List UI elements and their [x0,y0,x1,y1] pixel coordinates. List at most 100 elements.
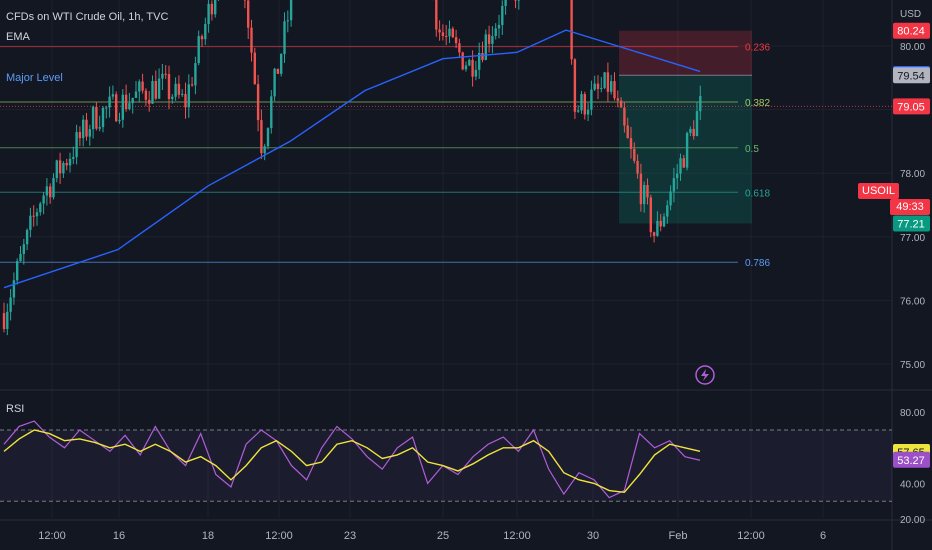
candle-body [200,36,204,40]
candle-body [646,185,649,198]
candle-body [461,52,464,70]
candle-body [9,297,12,312]
candle-body [471,59,474,77]
candle-body [141,81,144,91]
x-tick-label: 30 [587,530,599,542]
candle-body [266,128,270,147]
candle-body [197,36,200,64]
candle-body [35,212,39,217]
candles [2,0,702,336]
rsi-tick-label: 40.00 [900,479,925,490]
candle-body [501,6,504,25]
candle-body [32,215,35,217]
candle-body [247,0,250,28]
indicator-label[interactable]: EMA [6,31,30,43]
candle-body [487,34,491,44]
candle-body [577,110,580,112]
candle-body [692,128,695,137]
candle-body [134,91,138,98]
candle-body [484,34,487,60]
rsi-series [3,420,701,499]
candle-body [25,229,29,245]
candle-body [58,160,62,174]
candle-body [659,220,662,227]
rsi-ma-series [3,429,701,494]
candle-body [45,186,49,196]
level-label-0.5: 0.5 [745,144,759,155]
candle-body [610,81,613,92]
candle-body [593,83,596,90]
candle-body [600,87,603,89]
candle-body [666,205,669,217]
candle-body [649,197,652,233]
candle-body [494,28,497,37]
ema-series [3,29,701,289]
candle-body [6,311,9,330]
candle-body [468,59,471,66]
x-tick-label: 12:00 [265,530,293,542]
candle-body [445,36,448,38]
candle-body [164,73,167,75]
currency-label: USD [900,9,922,20]
candle-body [167,74,171,100]
level-label-0.382: 0.382 [745,98,770,109]
candle-body [273,68,276,97]
candle-body [689,128,692,133]
candle-body [214,0,217,15]
candle-body [157,78,161,99]
candle-body [586,109,590,115]
candle-body [464,65,468,70]
price-tag-box [893,22,930,39]
candle-body [91,106,95,130]
y-tick-label: 75.00 [900,360,925,371]
price-tag-label: 77.21 [897,218,925,230]
candle-body [194,63,197,86]
countdown-tag: 49:33 [890,199,930,215]
candle-body [283,21,286,55]
candle-body [207,3,210,25]
candle-body [626,125,629,139]
candle-body [121,94,124,120]
price-tag-box [893,67,930,84]
y-tick-label: 77.00 [900,233,925,244]
position-box[interactable] [619,30,752,224]
candle-body [128,103,131,110]
candle-body [101,107,105,128]
candle-body [52,178,55,198]
candle-body [570,0,573,60]
candle-body [118,119,121,122]
ema-line [3,29,701,289]
candle-body [78,132,82,139]
candle-body [85,119,88,137]
rsi-tick-label: 80.00 [900,408,925,419]
price-tag-label: 79.05 [897,101,925,113]
candle-body [514,0,517,1]
candle-body [111,94,115,97]
candle-body [672,178,676,192]
candle-body [438,29,441,33]
candle-body [12,280,16,298]
candle-body [454,37,458,44]
candle-body [491,36,494,44]
level-label-0.618: 0.618 [745,188,770,199]
candle-body [478,52,481,70]
chart-title: CFDs on WTI Crude Oil, 1h, TVC [6,11,169,23]
y-tick-label: 78.00 [900,169,925,180]
price-tag-label: 80.24 [897,26,925,38]
candle-body [256,84,260,121]
candle-body [171,96,174,100]
rsi-label[interactable]: RSI [6,403,25,415]
candle-body [88,129,91,137]
symbol-badge[interactable]: USOIL [858,183,900,199]
candle-body [517,0,520,1]
y-tick-label: 76.00 [900,296,925,307]
x-tick-label: 18 [202,530,214,542]
lightning-icon[interactable] [695,365,715,385]
candle-body [55,160,58,179]
candle-body [619,100,623,108]
x-tick-label: 6 [820,530,826,542]
major-level-label: Major Level [6,72,63,84]
